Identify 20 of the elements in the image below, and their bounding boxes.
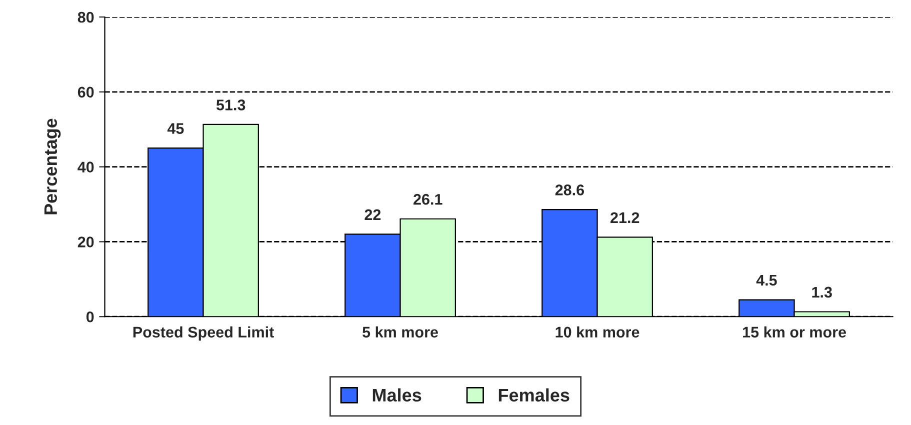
- y-axis-title: Percentage: [44, 118, 61, 214]
- y-tick-label: 60: [78, 86, 94, 98]
- x-tick-label: 5 km more: [362, 326, 438, 338]
- data-label: 45: [167, 123, 184, 134]
- data-label: 51.3: [216, 100, 246, 110]
- legend-label: Females: [498, 388, 570, 402]
- x-tick-label: 15 km or more: [743, 326, 846, 338]
- data-label: 21.2: [610, 212, 640, 223]
- y-tick-label: 40: [78, 162, 94, 172]
- y-tick-label: 20: [78, 236, 94, 248]
- data-label: 1.3: [812, 286, 832, 298]
- x-tick-label: Posted Speed Limit: [133, 326, 274, 341]
- y-tick-label: 0: [86, 311, 94, 322]
- legend-label: Males: [372, 388, 422, 402]
- data-label: 4.5: [756, 274, 777, 286]
- data-label: 22: [364, 209, 381, 220]
- y-tick-label: 80: [78, 12, 94, 23]
- x-tick-label: 10 km more: [556, 326, 640, 338]
- data-label: 26.1: [414, 194, 442, 205]
- data-label: 28.6: [555, 184, 584, 196]
